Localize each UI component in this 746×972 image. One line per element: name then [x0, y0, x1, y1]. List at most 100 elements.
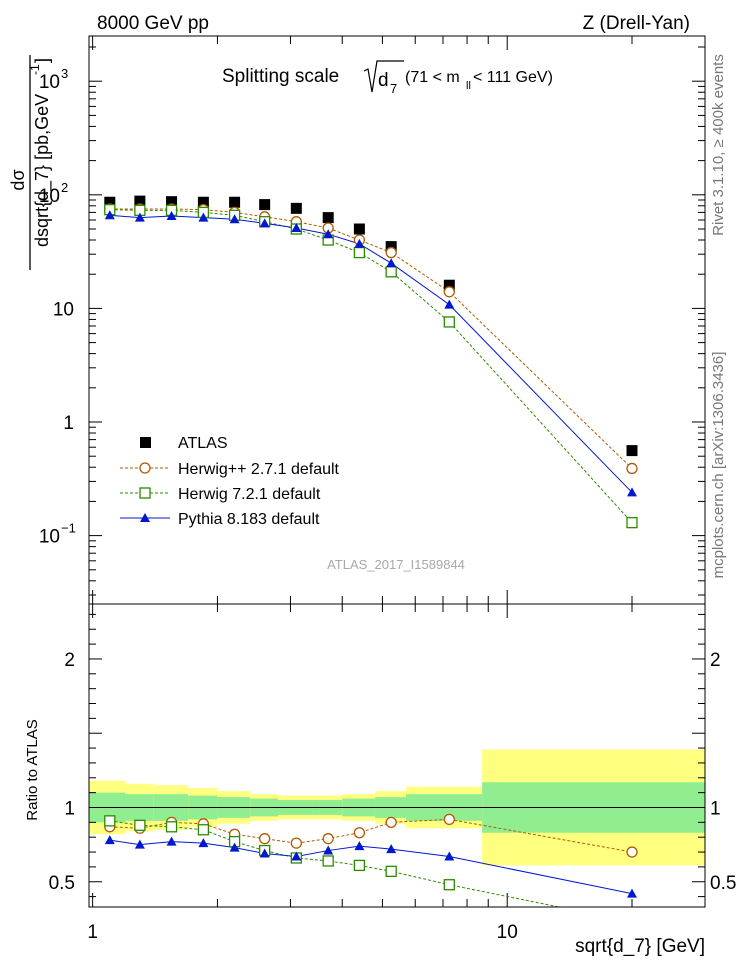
- ratio-point-pythia-8-183-default: [354, 841, 365, 851]
- point-pythia-8-183-default: [198, 212, 209, 222]
- ratio-point-herwig-2-7-1-default: [385, 816, 397, 828]
- ratio-y-tick-label-right: 0.5: [710, 873, 736, 894]
- ratio-y-tick-label: 0.5: [49, 873, 75, 894]
- sqrt-symbol: [363, 60, 404, 93]
- x-tick-label: 10: [497, 922, 518, 943]
- ratio-line-pythia-8-183-default: [109, 839, 633, 895]
- y-tick-label: 10: [39, 72, 60, 93]
- y-tick-label: 1: [63, 413, 74, 434]
- x-axis-title: sqrt{d_7} [GeV]: [575, 936, 705, 957]
- ratio-point-pythia-8-183-default: [166, 836, 177, 846]
- point-atlas: [443, 279, 455, 291]
- mcplots-credit: mcplots.cern.ch [arXiv:1306.3436]: [710, 352, 727, 579]
- legend-marker-herwig-pp: [139, 462, 151, 474]
- ratio-point-herwig-7-2-1-default: [353, 859, 366, 872]
- point-pythia-8-183-default: [104, 210, 115, 220]
- point-pythia-8-183-default: [134, 212, 145, 222]
- y-tick-label-exp: 2: [61, 180, 68, 195]
- point-atlas: [259, 199, 271, 211]
- legend-label-pythia: Pythia 8.183 default: [178, 511, 320, 528]
- y-tick-label-exp: 3: [61, 66, 68, 81]
- ratio-point-pythia-8-183-default: [104, 835, 115, 845]
- point-pythia-8-183-default: [626, 487, 637, 497]
- y-tick-label: 10: [39, 186, 60, 207]
- plot-title: Splitting scale d 7 (71 < m ll < 111 GeV…: [222, 60, 553, 96]
- title-range-end: < 111 GeV): [473, 69, 553, 86]
- main-plot-markers: [104, 195, 638, 529]
- line-herwig-2-7-1-default: [109, 208, 633, 469]
- ratio-plot-frame: [88, 603, 706, 908]
- ratio-point-herwig-7-2-1-default: [104, 815, 116, 827]
- legend-entry-atlas: ATLAS: [140, 435, 228, 452]
- ratio-point-herwig-2-7-1-default: [443, 813, 455, 826]
- point-atlas: [353, 223, 365, 235]
- title-range-subscript: ll: [466, 80, 471, 92]
- ratio-point-pythia-8-183-default: [198, 838, 209, 848]
- legend-entry-pythia: Pythia 8.183 default: [120, 511, 320, 528]
- ratio-point-herwig-2-7-1-default: [322, 833, 334, 845]
- ratio-point-pythia-8-183-default: [134, 839, 145, 849]
- point-herwig-7-2-1-default: [443, 316, 455, 328]
- legend-label-herwig-pp: Herwig++ 2.7.1 default: [178, 461, 340, 478]
- point-herwig-2-7-1-default: [443, 286, 455, 298]
- point-herwig-7-2-1-default: [385, 266, 397, 278]
- ratio-point-herwig-2-7-1-default: [626, 846, 638, 858]
- legend-label-herwig7: Herwig 7.2.1 default: [178, 486, 321, 503]
- ratio-plot-ticks: 0.5 0.5 1 1 2 2 1 10: [49, 604, 736, 943]
- point-atlas: [134, 195, 146, 207]
- point-atlas: [197, 196, 209, 208]
- point-atlas: [626, 445, 638, 457]
- point-atlas: [166, 196, 178, 208]
- ratio-point-herwig-7-2-1-default: [443, 879, 455, 891]
- y-axis-title-ratio: Ratio to ATLAS: [24, 719, 41, 820]
- ratio-point-pythia-8-183-default: [444, 851, 455, 861]
- ratio-point-herwig-7-2-1-default: [322, 855, 334, 867]
- point-pythia-8-183-default: [386, 258, 397, 268]
- point-pythia-8-183-default: [323, 229, 334, 239]
- y-tick-label: 10: [53, 299, 74, 320]
- point-atlas: [229, 196, 241, 208]
- ratio-point-pythia-8-183-default: [229, 842, 240, 852]
- point-pythia-8-183-default: [229, 214, 240, 224]
- y-tick-label-exp: −1: [61, 521, 76, 536]
- point-herwig-7-2-1-default: [353, 246, 366, 259]
- title-sqrt-subscript: 7: [390, 81, 397, 96]
- ratio-point-herwig-7-2-1-default: [627, 917, 637, 927]
- ratio-point-pythia-8-183-default: [291, 851, 302, 861]
- point-atlas: [104, 196, 116, 208]
- legend-entry-herwig7: Herwig 7.2.1 default: [120, 486, 321, 503]
- line-pythia-8-183-default: [109, 214, 633, 493]
- energy-label: 8000 GeV pp: [97, 13, 209, 34]
- x-tick-label: 1: [87, 922, 98, 943]
- ratio-plot-markers: [104, 813, 638, 927]
- ratio-point-pythia-8-183-default: [259, 848, 270, 858]
- point-herwig-2-7-1-default: [385, 246, 397, 259]
- ratio-point-pythia-8-183-default: [323, 845, 334, 855]
- title-sqrt-symbol: d: [378, 70, 389, 91]
- point-pythia-8-183-default: [291, 223, 302, 233]
- point-herwig-2-7-1-default: [626, 462, 638, 475]
- ratio-point-pythia-8-183-default: [386, 844, 397, 854]
- ratio-y-tick-label: 2: [64, 650, 75, 671]
- point-pythia-8-183-default: [354, 238, 365, 248]
- ratio-y-tick-label: 1: [64, 798, 75, 819]
- point-pythia-8-183-default: [259, 218, 270, 228]
- y-axis-title-top: dσ dsqrt{d_7} [pb,GeV -1 ]: [8, 55, 53, 270]
- point-atlas: [290, 202, 302, 214]
- ratio-point-herwig-2-7-1-default: [259, 833, 271, 845]
- ratio-point-herwig-7-2-1-default: [385, 865, 397, 878]
- ratio-point-pythia-8-183-default: [626, 888, 637, 898]
- ratio-point-herwig-7-2-1-default: [165, 821, 178, 833]
- legend-marker-pythia: [140, 513, 150, 522]
- y-tick-label: 10: [39, 527, 60, 548]
- legend-marker-herwig7: [139, 487, 151, 499]
- ratio-point-herwig-7-2-1-default: [197, 824, 210, 836]
- y-title-close: ]: [32, 58, 52, 63]
- title-range: (71 < m: [405, 69, 460, 86]
- point-herwig-7-2-1-default: [626, 517, 638, 529]
- legend: ATLAS Herwig++ 2.7.1 default Herwig 7.2.…: [120, 435, 340, 528]
- legend-marker-atlas: [140, 437, 151, 448]
- legend-entry-herwig-pp: Herwig++ 2.7.1 default: [120, 461, 340, 478]
